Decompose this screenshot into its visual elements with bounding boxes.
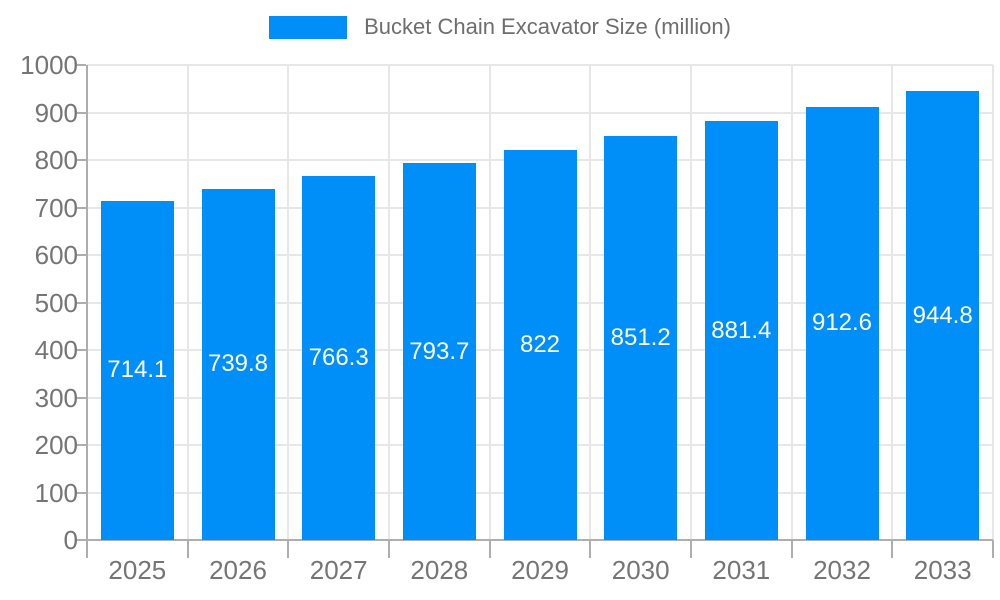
bar-2025[interactable]: 714.1 [100,200,174,540]
x-axis-label: 2025 [108,555,167,585]
bar-value-label: 881.4 [711,316,772,344]
x-axis-label: 2026 [209,555,267,585]
x-axis-tick [287,540,290,558]
x-gridline [186,65,189,540]
y-axis-line [86,65,88,558]
y-axis-tick [77,396,86,399]
x-axis-tick [589,540,592,558]
y-axis-label: 0 [63,525,78,555]
x-axis-label: 2028 [410,555,469,585]
y-axis-label: 700 [34,192,78,223]
bar-value-label: 766.3 [308,344,369,371]
x-axis-tick [992,540,994,558]
x-gridline [388,65,390,540]
bar-2032[interactable]: 912.6 [805,106,879,540]
bar-2031[interactable]: 881.4 [704,121,778,540]
x-axis-label: 2030 [611,555,670,585]
x-gridline [891,65,894,540]
x-axis-label: 2031 [712,555,771,585]
y-axis-tick [77,206,86,209]
x-gridline [488,65,491,540]
x-axis-tick [891,540,894,558]
y-axis-label: 800 [34,145,78,175]
y-axis-tick [77,539,86,541]
y-gridline [87,64,993,66]
x-axis-tick [488,540,491,558]
bar-value-label: 822 [519,330,561,358]
x-gridline [690,65,692,540]
bar-value-label: 739.8 [207,350,269,378]
x-gridline [287,65,290,540]
x-axis-tick [186,540,189,558]
legend-swatch-icon [269,15,348,39]
legend-label: Bucket Chain Excavator Size (million) [364,14,731,39]
x-axis-label: 2033 [913,555,972,585]
bar-value-label: 793.7 [409,337,470,365]
bar-2033[interactable]: 944.8 [906,91,980,540]
bar-value-label: 851.2 [610,323,671,351]
y-axis-label: 500 [34,287,78,318]
y-axis-tick [77,64,86,66]
x-axis-line [87,539,993,541]
bar-2026[interactable]: 739.8 [201,188,275,540]
bar-value-label: 912.6 [811,309,873,337]
y-axis-label: 100 [34,477,78,508]
y-axis-label: 900 [34,97,78,128]
bar-2028[interactable]: 793.7 [402,163,476,540]
x-axis-label: 2027 [309,555,368,585]
bar-2027[interactable]: 766.3 [302,176,376,540]
y-axis-label: 300 [34,382,78,413]
y-axis-tick [77,159,86,161]
x-gridline [790,65,793,540]
y-axis-tick [77,491,86,494]
y-axis-tick [77,349,86,351]
x-axis-tick [790,540,793,558]
y-axis-tick [77,444,86,446]
y-gridline [87,111,993,114]
x-gridline [589,65,592,540]
y-axis-label: 200 [34,430,78,460]
y-axis-tick [77,301,86,304]
y-axis-label: 600 [34,240,78,270]
bar-value-label: 944.8 [912,301,973,329]
x-axis-label: 2029 [511,555,569,585]
x-axis-tick [388,540,390,558]
x-axis-label: 2032 [813,555,871,585]
bar-2030[interactable]: 851.2 [604,135,678,540]
y-axis-tick [77,254,86,256]
plot-area: 714.1 739.8 766.3 793.7 822 851.2 881.4 912.6 94… [77,64,994,558]
y-axis-label: 400 [34,335,78,365]
bar-2029[interactable]: 822 [503,149,577,540]
y-axis-label: 1000 [20,50,78,80]
bar-value-label: 714.1 [107,356,168,384]
legend[interactable]: Bucket Chain Excavator Size (million) [0,14,1000,40]
x-axis-tick [690,540,692,558]
x-gridline [992,65,994,540]
y-axis-tick [77,111,86,114]
